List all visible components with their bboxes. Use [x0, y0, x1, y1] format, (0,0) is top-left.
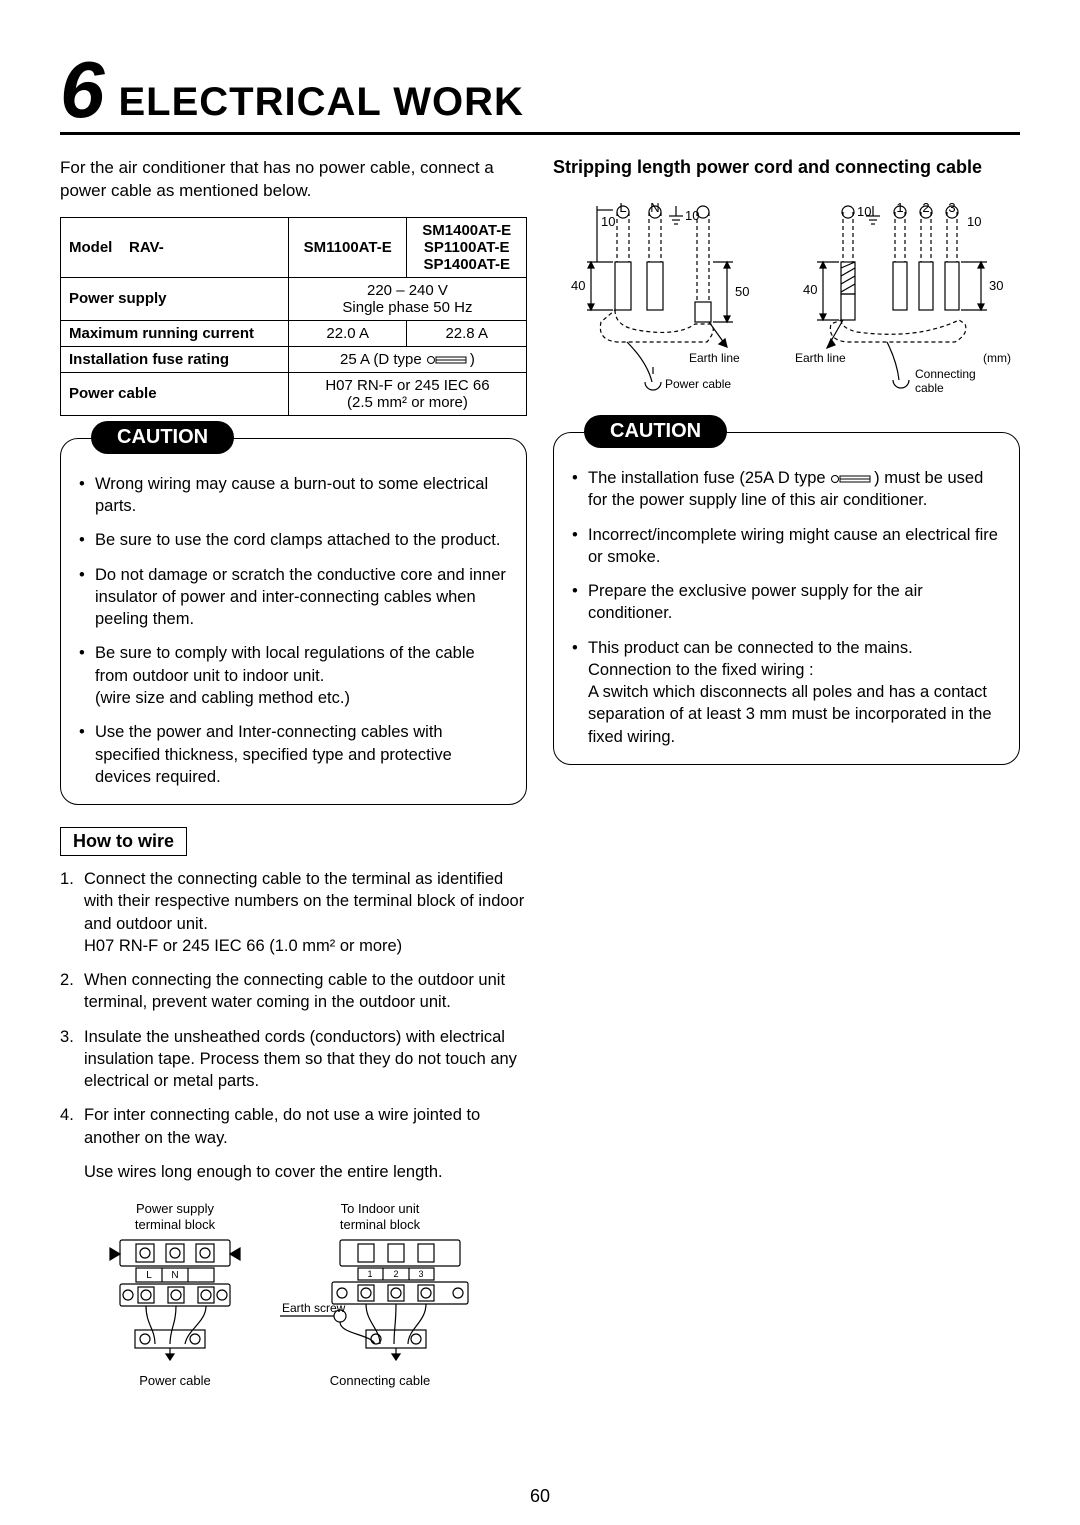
table-row-label: Power supply: [61, 277, 289, 320]
svg-text:L: L: [146, 1270, 152, 1281]
table-cell: 220 – 240 V Single phase 50 Hz: [288, 277, 526, 320]
diagram-caption: To Indoor unitterminal block: [280, 1201, 480, 1232]
caution-badge: CAUTION: [584, 415, 727, 448]
howto-step: For inter connecting cable, do not use a…: [60, 1104, 527, 1149]
svg-text:50: 50: [735, 284, 749, 299]
caution-item: Incorrect/incomplete wiring might cause …: [572, 524, 1001, 569]
table-row-label: Maximum running current: [61, 320, 289, 346]
table-row-label: Power cable: [61, 372, 289, 415]
svg-text:30: 30: [989, 278, 1003, 293]
table-cell: 22.0 A: [288, 320, 407, 346]
svg-text:cable: cable: [915, 381, 944, 395]
svg-text:Power cable: Power cable: [665, 377, 731, 391]
howto-note: Use wires long enough to cover the entir…: [60, 1161, 527, 1183]
caution-item: This product can be connected to the mai…: [572, 637, 1001, 748]
table-header-col1: SM1100AT-E: [288, 217, 407, 277]
intro-text: For the air conditioner that has no powe…: [60, 157, 527, 203]
svg-text:L: L: [619, 202, 626, 215]
svg-text:40: 40: [803, 282, 817, 297]
connecting-cable-stripping-diagram: 10 1 2 3 10 40 30 Earth line Connecting …: [787, 202, 1017, 402]
svg-text:40: 40: [571, 278, 585, 293]
caution-box-right: CAUTION The installation fuse (25A D typ…: [553, 432, 1020, 765]
svg-text:Connecting: Connecting: [915, 367, 976, 381]
fuse-symbol-icon: [426, 354, 470, 366]
caution-item: Wrong wiring may cause a burn-out to som…: [79, 473, 508, 518]
svg-text:Earth line: Earth line: [795, 351, 846, 365]
caution-item: The installation fuse (25A D type ) must…: [572, 467, 1001, 512]
stripping-heading: Stripping length power cord and connecti…: [553, 157, 1020, 178]
section-title: ELECTRICAL WORK: [119, 80, 524, 130]
howto-step: When connecting the connecting cable to …: [60, 969, 527, 1014]
howto-step: Insulate the unsheathed cords (conductor…: [60, 1026, 527, 1093]
diagram-caption: Power cable: [100, 1373, 250, 1388]
caution-item: Do not damage or scratch the conductive …: [79, 564, 508, 631]
howto-heading: How to wire: [60, 827, 187, 856]
svg-text:1: 1: [367, 1269, 372, 1279]
howto-step: Connect the connecting cable to the term…: [60, 868, 527, 957]
svg-text:N: N: [171, 1270, 178, 1281]
table-cell: H07 RN-F or 245 IEC 66 (2.5 mm² or more): [288, 372, 526, 415]
indoor-terminal-diagram: 1 2 3 Earth screw: [280, 1234, 480, 1364]
table-cell: 25 A (D type ): [288, 346, 526, 372]
svg-text:(mm): (mm): [983, 351, 1011, 365]
table-row-label: Installation fuse rating: [61, 346, 289, 372]
svg-text:10: 10: [967, 214, 981, 229]
caution-item: Be sure to use the cord clamps attached …: [79, 529, 508, 551]
svg-text:2: 2: [393, 1269, 398, 1279]
svg-text:2: 2: [922, 202, 929, 215]
caution-badge: CAUTION: [91, 421, 234, 454]
spec-table: Model RAV- SM1100AT-E SM1400AT-E SP1100A…: [60, 217, 527, 416]
caution-item: Use the power and Inter-connecting cable…: [79, 721, 508, 788]
caution-box-left: CAUTION Wrong wiring may cause a burn-ou…: [60, 438, 527, 805]
svg-text:Earth screw: Earth screw: [282, 1301, 346, 1315]
table-header-model: Model RAV-: [61, 217, 289, 277]
svg-text:Earth line: Earth line: [689, 351, 740, 365]
svg-text:1: 1: [896, 202, 903, 215]
svg-text:3: 3: [418, 1269, 423, 1279]
section-number: 6: [60, 50, 105, 130]
caution-item: Be sure to comply with local regulations…: [79, 642, 508, 709]
fuse-symbol-icon: [830, 473, 874, 485]
table-cell: 22.8 A: [407, 320, 527, 346]
svg-text:N: N: [650, 202, 659, 215]
svg-text:3: 3: [948, 202, 955, 215]
power-cord-stripping-diagram: L N 10 10 40 50 Earth line Power cable: [557, 202, 767, 402]
diagram-caption: Power supplyterminal block: [100, 1201, 250, 1232]
svg-text:10: 10: [685, 208, 699, 223]
howto-list: Connect the connecting cable to the term…: [60, 868, 527, 1149]
power-terminal-diagram: L N: [100, 1234, 250, 1364]
svg-text:10: 10: [857, 204, 871, 219]
page-number: 60: [0, 1486, 1080, 1507]
caution-item: Prepare the exclusive power supply for t…: [572, 580, 1001, 625]
svg-text:10: 10: [601, 214, 615, 229]
diagram-caption: Connecting cable: [280, 1373, 480, 1388]
table-header-col2: SM1400AT-E SP1100AT-E SP1400AT-E: [407, 217, 527, 277]
